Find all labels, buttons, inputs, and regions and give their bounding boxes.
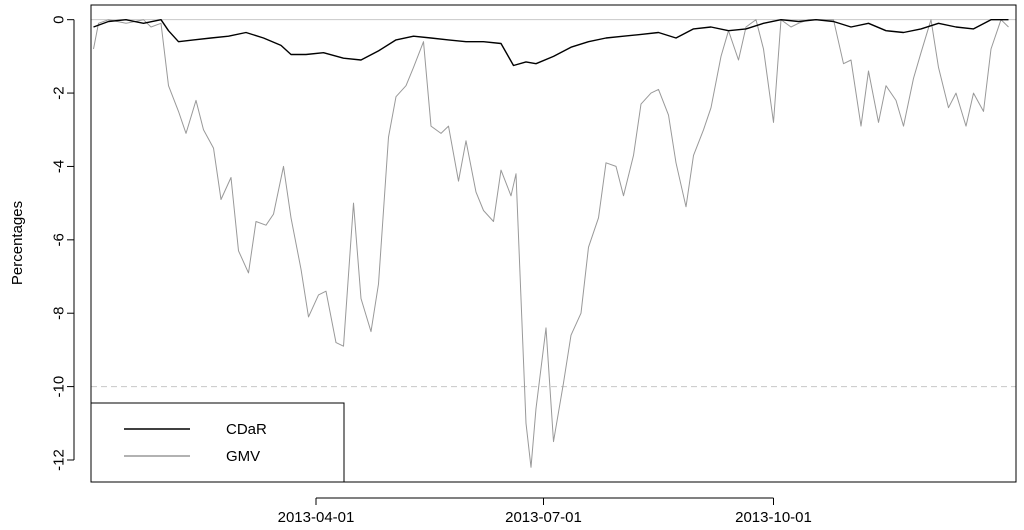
y-tick-label: -6	[51, 233, 68, 246]
x-tick-label: 2013-04-01	[278, 509, 355, 526]
y-tick-label: -4	[51, 160, 68, 173]
y-axis-label: Percentages	[9, 201, 26, 285]
x-tick-label: 2013-10-01	[735, 509, 812, 526]
y-tick-label: 0	[51, 16, 68, 24]
legend-label-gmv: GMV	[226, 448, 260, 465]
y-tick-label: -12	[51, 449, 68, 471]
x-tick-label: 2013-07-01	[505, 509, 582, 526]
reference-lines	[91, 19, 1016, 388]
y-tick-label: -10	[51, 376, 68, 398]
y-tick-label: -8	[51, 307, 68, 320]
series-line-gmv	[93, 19, 1009, 468]
plot-frame	[90, 4, 1017, 483]
legend-box	[90, 402, 345, 483]
y-tick-label: -2	[51, 86, 68, 99]
y-axis: 0 -2 -4 -6 -8 -10 -12	[51, 16, 75, 471]
legend: CDaR GMV	[90, 402, 345, 483]
legend-label-cdar: CDaR	[226, 421, 267, 438]
x-axis: 2013-04-01 2013-07-01 2013-10-01	[278, 497, 812, 526]
series-layer	[93, 19, 1009, 468]
series-line-cdar	[93, 19, 1009, 67]
